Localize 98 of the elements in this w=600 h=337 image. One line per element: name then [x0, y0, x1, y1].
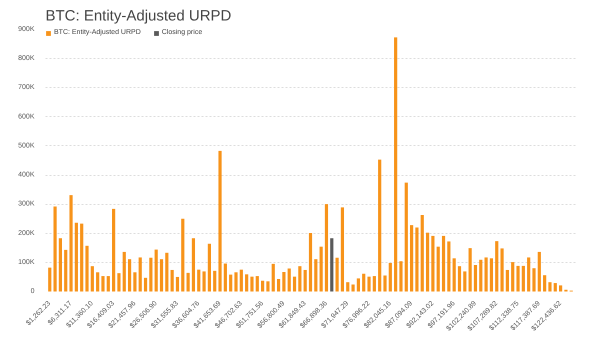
bar — [479, 260, 482, 292]
bar — [314, 259, 318, 292]
bar — [165, 252, 168, 292]
bar — [436, 246, 440, 292]
bar — [229, 274, 232, 292]
bar — [176, 276, 180, 292]
bar — [234, 272, 238, 292]
bar — [522, 266, 525, 292]
bar — [426, 232, 430, 292]
bar — [468, 248, 472, 292]
bar — [463, 271, 466, 292]
bar — [324, 204, 328, 292]
bar — [69, 195, 73, 292]
bar — [394, 37, 398, 292]
bar — [74, 222, 78, 292]
bar — [218, 150, 222, 292]
bar — [304, 270, 307, 292]
bar — [288, 268, 291, 292]
bar — [490, 258, 494, 292]
bar — [292, 276, 296, 292]
bar — [532, 268, 536, 292]
bar — [261, 280, 264, 292]
bar — [90, 266, 94, 292]
bar — [404, 182, 408, 292]
bar — [224, 264, 227, 292]
bar — [415, 227, 419, 292]
bar — [154, 250, 158, 292]
bar — [80, 224, 84, 292]
bar — [266, 281, 270, 292]
bar — [117, 273, 121, 292]
bar — [112, 208, 116, 292]
bar — [85, 246, 89, 292]
bar — [128, 259, 132, 292]
bar — [458, 266, 462, 292]
bar — [516, 266, 520, 292]
bar — [383, 275, 387, 292]
bar — [213, 270, 216, 292]
bar — [106, 276, 110, 292]
bar — [378, 160, 382, 292]
bar — [500, 248, 504, 292]
bar — [410, 225, 414, 292]
bar — [356, 278, 360, 292]
bar — [367, 276, 371, 292]
bar — [527, 257, 530, 292]
bar — [346, 282, 350, 292]
bar — [240, 270, 243, 292]
bar — [340, 207, 344, 292]
bar — [308, 232, 312, 292]
bar — [442, 236, 446, 292]
bar — [320, 246, 323, 292]
bar — [58, 238, 62, 292]
chart-title: BTC: Entity-Adjusted URPD — [46, 8, 232, 24]
bar — [399, 261, 403, 292]
bar — [53, 206, 57, 292]
bar — [330, 238, 334, 292]
bar — [272, 264, 275, 292]
bar — [420, 214, 424, 292]
bar — [336, 258, 339, 292]
bar — [144, 278, 148, 292]
bar — [197, 270, 200, 292]
bar — [351, 284, 355, 292]
bar — [447, 241, 450, 292]
bar — [298, 266, 302, 292]
bar — [511, 262, 514, 292]
bar — [48, 268, 52, 292]
bar — [554, 283, 557, 292]
bar — [186, 272, 190, 292]
bar — [362, 274, 366, 292]
bar — [474, 265, 478, 292]
bar — [138, 257, 142, 292]
bar — [388, 262, 392, 292]
bar — [122, 252, 126, 292]
bar — [202, 271, 206, 292]
bar — [276, 278, 280, 292]
bar — [548, 282, 552, 292]
bar — [208, 244, 211, 292]
bar — [559, 285, 562, 292]
bar — [149, 258, 152, 292]
bar — [495, 241, 498, 292]
bar — [372, 276, 376, 292]
bar — [160, 259, 164, 292]
bar — [538, 252, 541, 292]
bar — [250, 276, 254, 292]
bar — [245, 274, 248, 292]
bar — [192, 238, 196, 292]
bar — [133, 272, 136, 292]
bar — [96, 272, 100, 292]
bar — [282, 272, 286, 292]
bar — [64, 250, 68, 292]
bar — [170, 270, 174, 292]
bar — [181, 218, 184, 292]
bar — [506, 270, 509, 292]
bar — [543, 275, 546, 292]
bar — [101, 276, 105, 292]
bar — [484, 257, 488, 292]
bar — [256, 276, 259, 292]
bar — [452, 258, 456, 292]
bar — [431, 236, 434, 292]
